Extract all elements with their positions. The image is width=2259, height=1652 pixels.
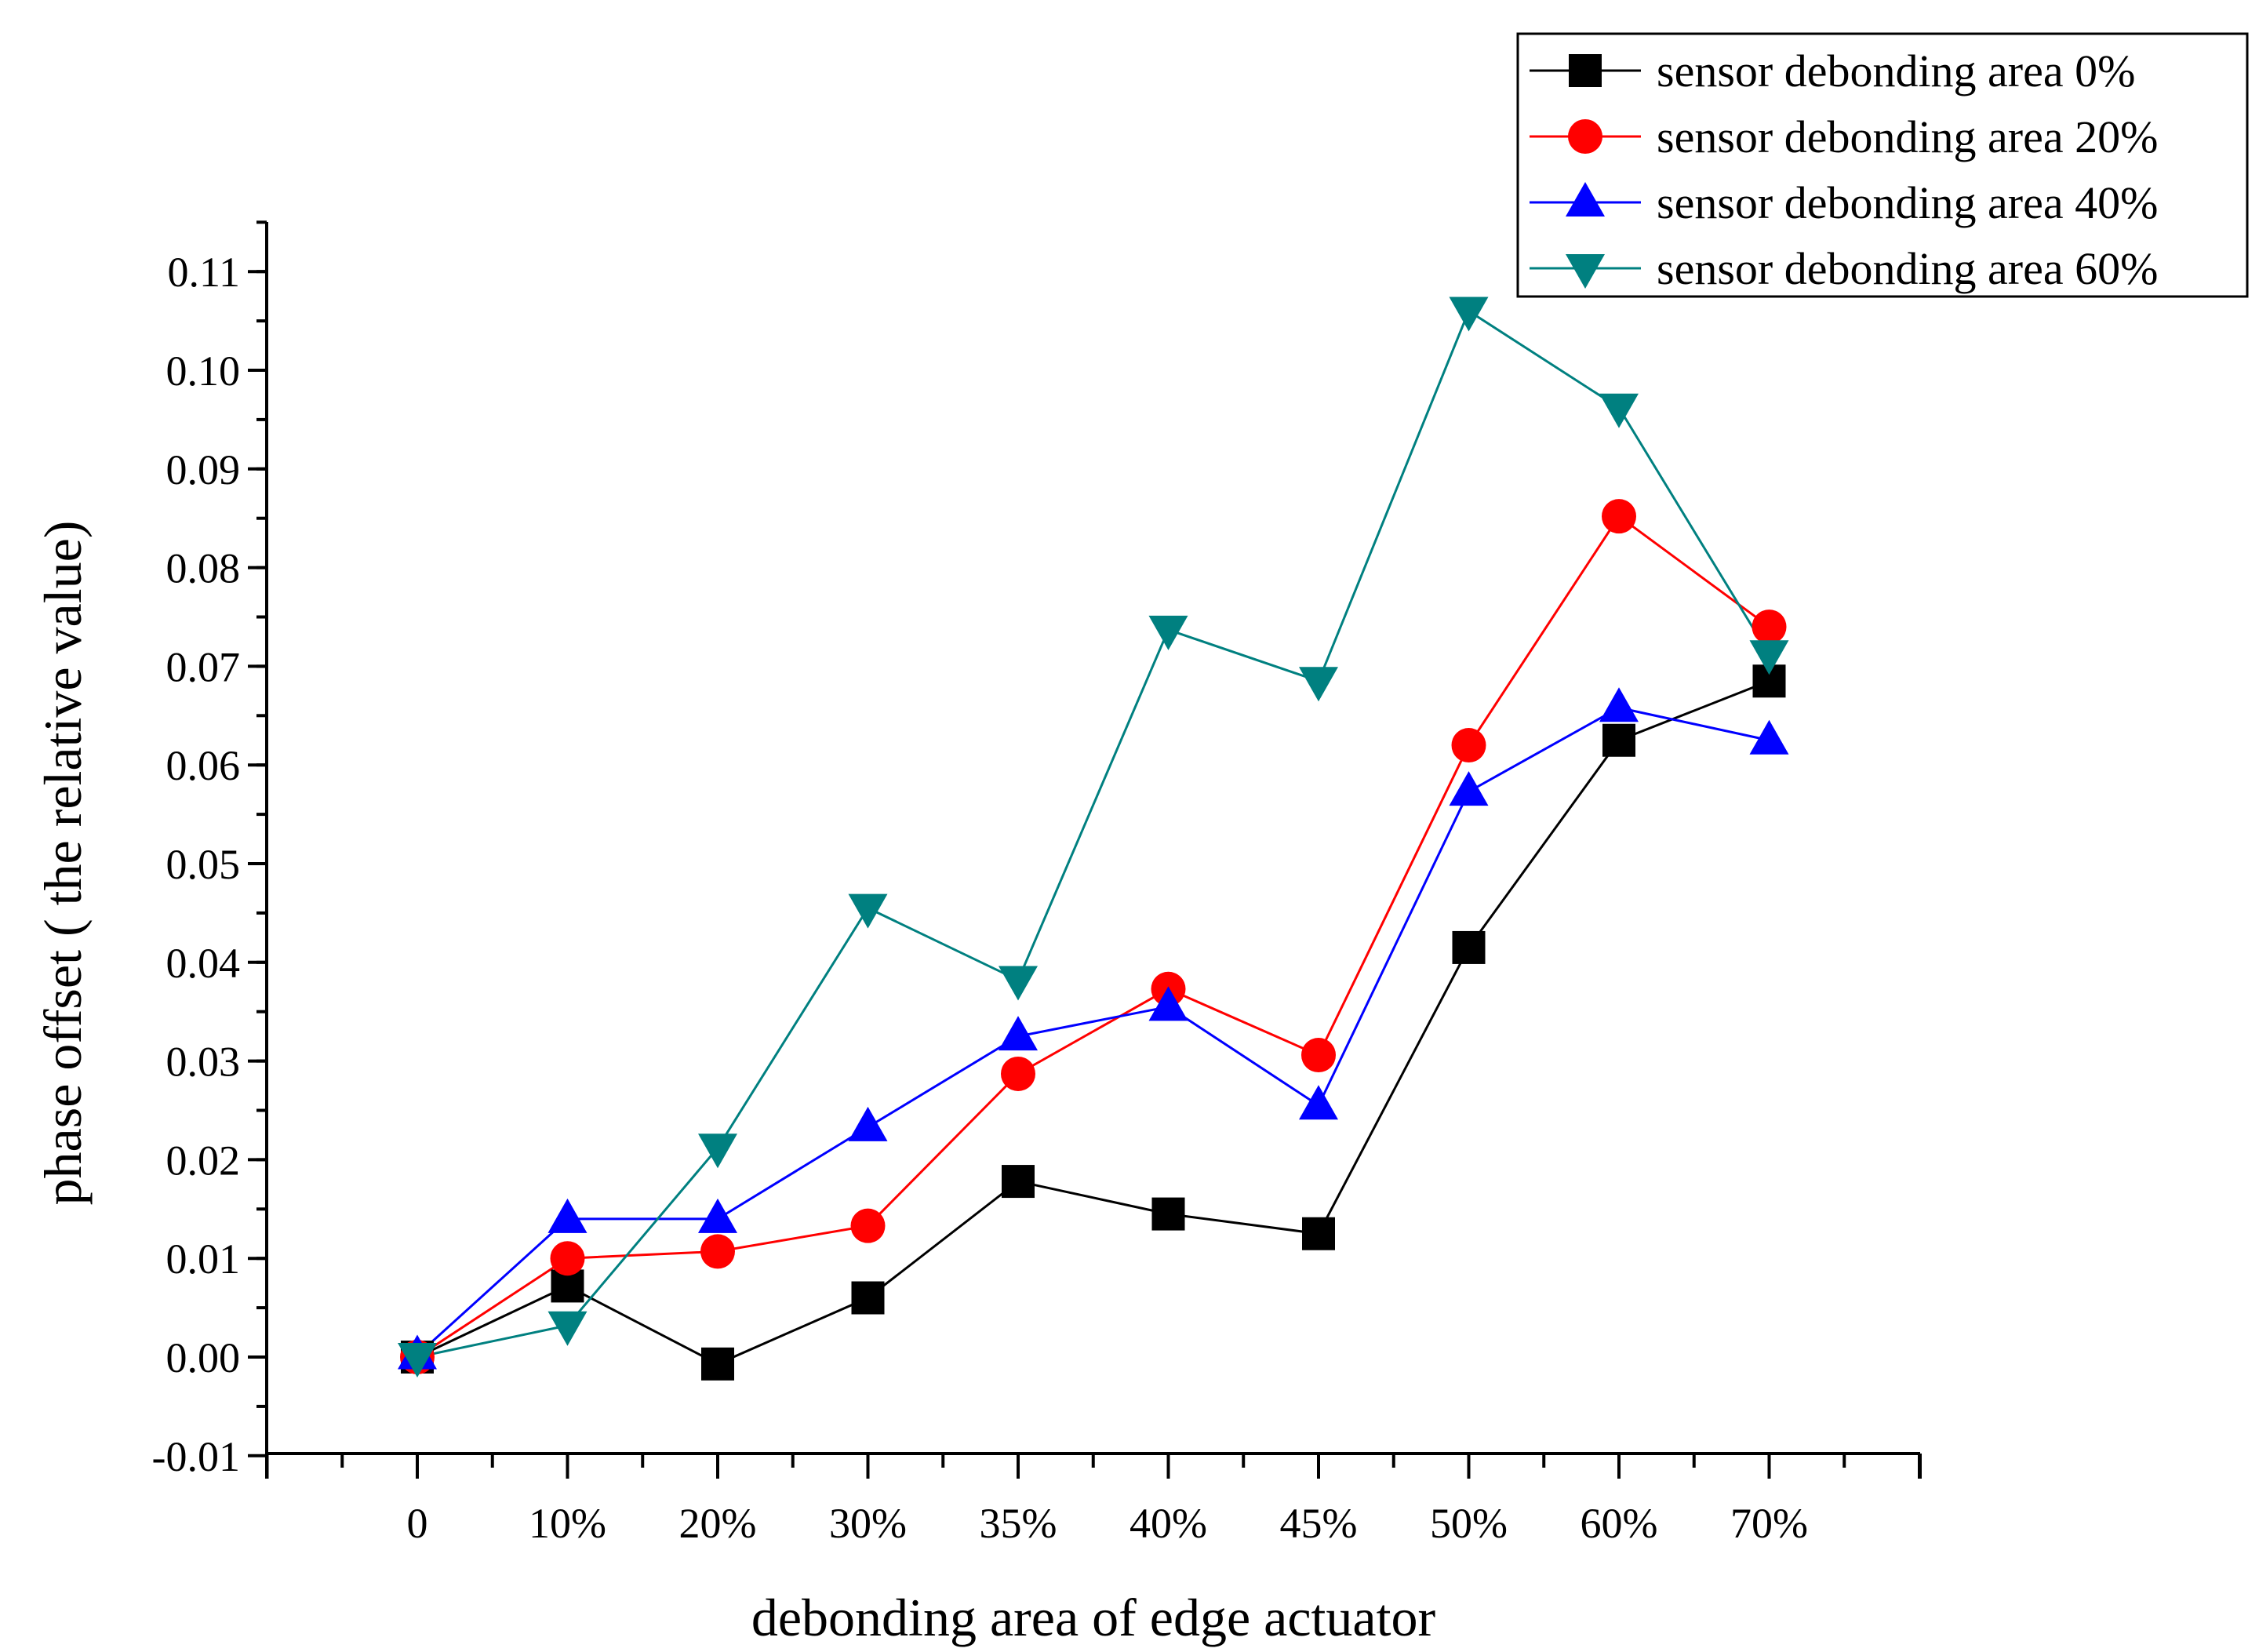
square-marker xyxy=(1452,930,1486,964)
legend-label: sensor debonding area 0% xyxy=(1657,45,2135,96)
triangle-down-marker xyxy=(547,1311,587,1346)
triangle-down-marker xyxy=(1449,297,1489,332)
x-axis-ticks: 0 10% 20% 30% 35% 40% 45% 50% 60% 70% xyxy=(265,1454,1922,1547)
triangle-up-marker xyxy=(1299,1085,1338,1120)
legend: sensor debonding area 0% sensor debonding… xyxy=(1516,32,2249,298)
circle-marker xyxy=(1752,609,1787,645)
x-axis-title: debonding area of edge actuator xyxy=(751,1588,1436,1647)
circle-marker xyxy=(850,1208,886,1243)
legend-entry-0: sensor debonding area 0% xyxy=(1530,45,2135,96)
y-tick-label: 0.07 xyxy=(166,643,241,690)
series-markers xyxy=(398,297,1789,1381)
triangle-up-marker xyxy=(698,1198,737,1233)
x-tick-label: 50% xyxy=(1430,1500,1508,1547)
series-lines xyxy=(416,309,1770,1366)
triangle-down-marker xyxy=(999,966,1038,1001)
triangle-down-marker xyxy=(1148,615,1188,650)
triangle-down-marker xyxy=(398,1343,437,1377)
y-tick-label: 0.10 xyxy=(166,348,241,395)
legend-entry-1: sensor debonding area 20% xyxy=(1530,111,2158,162)
x-tick-label: 10% xyxy=(529,1500,606,1547)
circle-marker xyxy=(1568,119,1602,154)
legend-label: sensor debonding area 40% xyxy=(1657,177,2158,228)
triangle-down-marker xyxy=(1299,667,1338,702)
legend-box xyxy=(1516,32,2249,298)
triangle-up-marker xyxy=(547,1198,587,1233)
y-tick-label: 0.09 xyxy=(166,446,241,493)
circle-marker xyxy=(550,1241,585,1276)
series-markers-2 xyxy=(398,687,1789,1370)
x-tick-label: 40% xyxy=(1130,1500,1207,1547)
series-markers-3 xyxy=(398,297,1789,1377)
x-tick-label: 30% xyxy=(829,1500,907,1547)
legend-entry-3: sensor debonding area 60% xyxy=(1530,243,2158,294)
circle-marker xyxy=(1001,1056,1035,1091)
triangle-up-marker xyxy=(1566,182,1605,217)
triangle-down-marker xyxy=(698,1133,737,1169)
x-tick-label: 0 xyxy=(407,1500,428,1547)
legend-entry-2: sensor debonding area 40% xyxy=(1530,177,2158,228)
y-tick-label: 0.03 xyxy=(166,1039,241,1086)
y-tick-label: 0.00 xyxy=(166,1334,241,1381)
square-marker xyxy=(1151,1197,1185,1231)
series-line-2 xyxy=(416,706,1770,1356)
series-line-3 xyxy=(417,309,1770,1359)
circle-marker xyxy=(1301,1038,1336,1073)
triangle-down-marker xyxy=(1599,393,1639,428)
x-tick-label: 45% xyxy=(1280,1500,1358,1547)
x-tick-label: 70% xyxy=(1730,1500,1808,1547)
legend-label: sensor debonding area 60% xyxy=(1657,243,2158,294)
triangle-down-marker xyxy=(1749,640,1789,675)
square-marker xyxy=(851,1281,885,1315)
triangle-down-marker xyxy=(848,893,888,929)
y-tick-label: 0.11 xyxy=(168,249,241,296)
triangle-up-marker xyxy=(848,1106,888,1141)
y-tick-label: 0.06 xyxy=(166,742,241,789)
axes xyxy=(265,222,1920,1455)
triangle-down-marker xyxy=(1566,254,1605,289)
triangle-up-marker xyxy=(1449,771,1489,806)
square-marker xyxy=(1602,723,1635,757)
y-axis-ticks: -0.01 0.00 0.01 0.02 0.03 0.04 0.05 0.06 0.07 0.0… xyxy=(152,220,267,1480)
square-marker xyxy=(1302,1217,1335,1250)
triangle-up-marker xyxy=(1749,719,1789,755)
y-axis-title: phase offset ( the relative value) xyxy=(33,521,93,1206)
y-tick-label: 0.01 xyxy=(166,1235,241,1283)
square-marker xyxy=(1002,1165,1035,1199)
x-tick-label: 60% xyxy=(1581,1500,1658,1547)
series-line-0 xyxy=(417,679,1770,1366)
x-tick-label: 20% xyxy=(679,1500,757,1547)
triangle-up-marker xyxy=(1599,687,1639,722)
triangle-up-marker xyxy=(999,1016,1038,1051)
series-line-1 xyxy=(417,515,1770,1359)
circle-marker xyxy=(1451,728,1486,763)
triangle-up-marker xyxy=(1148,986,1188,1021)
circle-marker xyxy=(700,1234,735,1269)
square-marker xyxy=(1569,54,1602,87)
circle-marker xyxy=(1602,499,1636,534)
y-tick-label: -0.01 xyxy=(152,1433,240,1480)
y-tick-label: 0.08 xyxy=(166,545,241,592)
legend-label: sensor debonding area 20% xyxy=(1657,111,2158,162)
y-tick-label: 0.04 xyxy=(166,940,241,987)
x-tick-label: 35% xyxy=(980,1500,1057,1547)
square-marker xyxy=(701,1347,734,1381)
y-tick-label: 0.02 xyxy=(166,1137,241,1184)
y-tick-label: 0.05 xyxy=(166,841,241,888)
series-markers-1 xyxy=(400,499,1787,1374)
